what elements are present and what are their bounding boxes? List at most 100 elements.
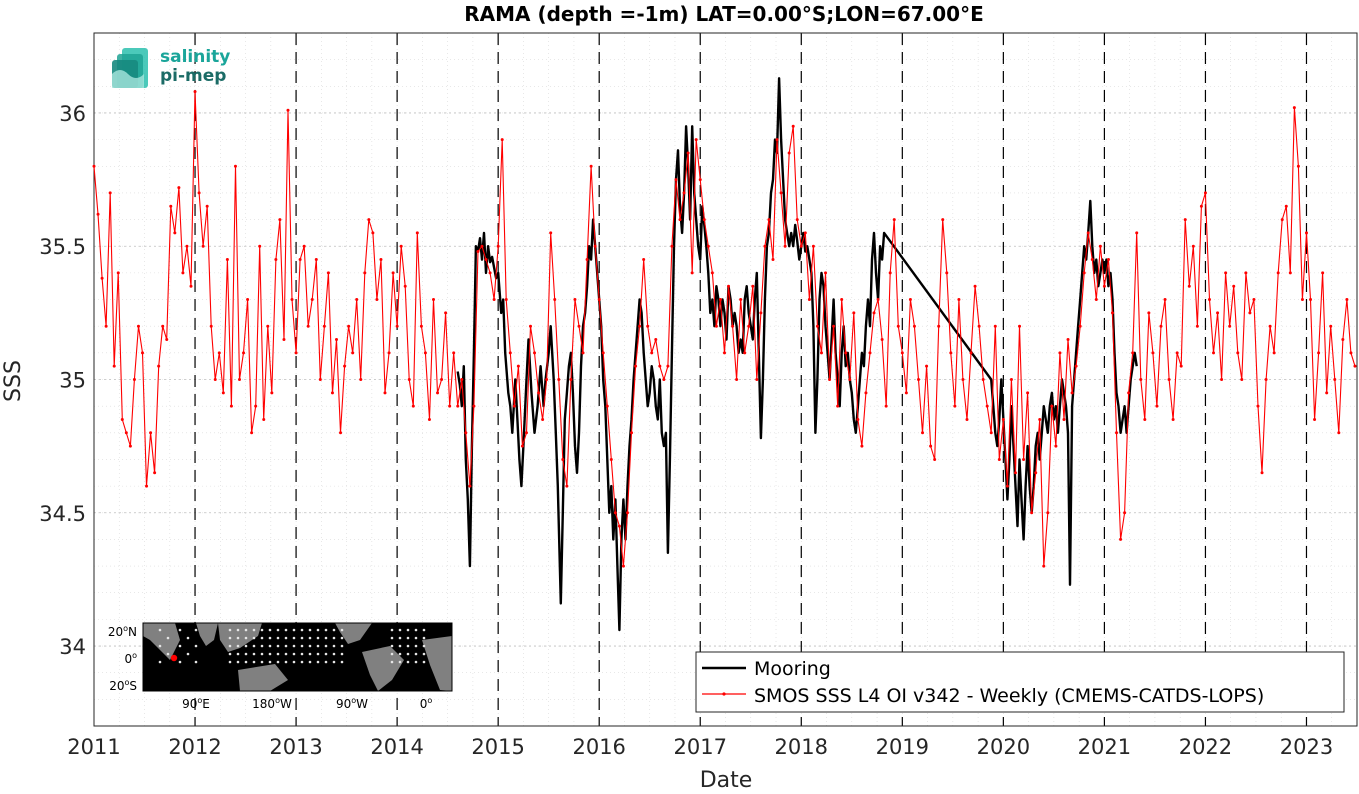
inset-mooring-dot (252, 628, 256, 632)
series-point-smos (787, 151, 791, 155)
series-point-smos (136, 324, 140, 328)
series-point-smos (1123, 511, 1127, 515)
series-point-smos (201, 244, 205, 248)
series-point-smos (1171, 417, 1175, 421)
series-point-smos (710, 271, 714, 275)
inset-mooring-dot (308, 644, 312, 648)
series-point-smos (302, 244, 306, 248)
x-tick-label: 2013 (269, 735, 322, 759)
series-point-smos (1272, 351, 1276, 355)
series-point-smos (682, 191, 686, 195)
inset-mooring-dot (244, 644, 248, 648)
series-point-smos (157, 364, 161, 368)
inset-lon-label: 180oW (252, 696, 292, 711)
series-point-smos (387, 351, 391, 355)
series-point-smos (880, 338, 884, 342)
series-point-smos (832, 324, 836, 328)
inset-mooring-dot (390, 652, 394, 656)
series-point-smos (1175, 351, 1179, 355)
series-point-smos (100, 276, 104, 280)
inset-mooring-dot (300, 644, 304, 648)
series-point-smos (718, 298, 722, 302)
series-point-smos (1135, 231, 1139, 235)
series-point-smos (1313, 417, 1317, 421)
series-point-smos (1333, 378, 1337, 381)
series-point-smos (500, 138, 504, 142)
series-point-smos (771, 258, 775, 262)
series-point-smos (306, 324, 310, 328)
inset-mooring-dot (292, 628, 296, 632)
series-point-smos (1191, 244, 1195, 248)
series-point-smos (937, 324, 941, 328)
series-point-smos (1183, 218, 1187, 222)
series-point-smos (1349, 351, 1353, 355)
inset-map: 20oN 0o 20oS 90oE 180oW 90oW 0o (108, 622, 453, 711)
series-point-smos (541, 417, 545, 421)
series-point-smos (739, 298, 743, 302)
inset-mooring-dot (300, 660, 304, 664)
inset-mooring-dot (228, 660, 232, 664)
series-point-smos (799, 244, 803, 248)
inset-mooring-dot (268, 636, 272, 640)
series-point-smos (1220, 378, 1224, 381)
series-point-smos (403, 284, 407, 288)
inset-mooring-dot (406, 628, 410, 632)
y-axis-label: SSS (1, 360, 26, 402)
series-point-smos (391, 271, 395, 275)
series-point-smos (1090, 258, 1094, 262)
series-point-smos (658, 364, 662, 368)
series-point-smos (1147, 311, 1151, 315)
series-point-smos (399, 244, 403, 248)
series-point-smos (912, 324, 916, 328)
series-point-smos (1143, 417, 1147, 421)
inset-mooring-dot (158, 644, 162, 648)
series-point-smos (1288, 271, 1292, 275)
series-point-smos (949, 351, 953, 355)
inset-mooring-dot (316, 644, 320, 648)
series-point-smos (1325, 391, 1329, 395)
series-point-smos (573, 298, 577, 302)
series-point-smos (177, 186, 181, 190)
inset-mooring-dot (228, 652, 232, 656)
series-point-smos (965, 417, 969, 421)
series-point-smos (411, 404, 415, 408)
series-point-smos (751, 284, 755, 288)
series-point-smos (1252, 298, 1256, 302)
series-point-smos (286, 108, 290, 112)
series-point-smos (589, 164, 593, 168)
series-point-smos (496, 244, 500, 248)
series-point-smos (646, 324, 650, 328)
axes-frame (93, 32, 1358, 727)
series-point-smos (921, 431, 925, 435)
inset-mooring-dot (308, 652, 312, 656)
series-point-smos (662, 378, 666, 381)
series-point-smos (112, 364, 116, 368)
series-point-smos (900, 351, 904, 355)
inset-map-ocean (143, 623, 452, 691)
series-point-smos (149, 431, 153, 435)
inset-mooring-dot (308, 636, 312, 640)
inset-mooring-dot (260, 644, 264, 648)
series-point-smos (407, 378, 411, 381)
series-point-smos (977, 324, 981, 328)
inset-mooring-dot (332, 660, 336, 664)
inset-mooring-dot (332, 644, 336, 648)
series-point-smos (464, 431, 468, 435)
series-point-smos (1098, 244, 1102, 248)
series-point-smos (343, 364, 347, 368)
series-point-smos (735, 378, 739, 381)
series-point-smos (520, 444, 524, 448)
inset-mooring-dot (236, 636, 240, 640)
series-point-smos (1022, 457, 1026, 461)
inset-mooring-dot (422, 628, 426, 632)
series-point-smos (860, 444, 864, 448)
series-point-smos (1199, 204, 1203, 208)
series-point-smos (1046, 511, 1050, 515)
inset-mooring-dot (260, 636, 264, 640)
series-point-smos (262, 417, 266, 421)
series-point-smos (1345, 298, 1349, 302)
series-point-smos (864, 391, 868, 395)
inset-mooring-dot (178, 628, 182, 632)
series-point-smos (250, 431, 254, 435)
series-point-smos (1353, 364, 1357, 368)
